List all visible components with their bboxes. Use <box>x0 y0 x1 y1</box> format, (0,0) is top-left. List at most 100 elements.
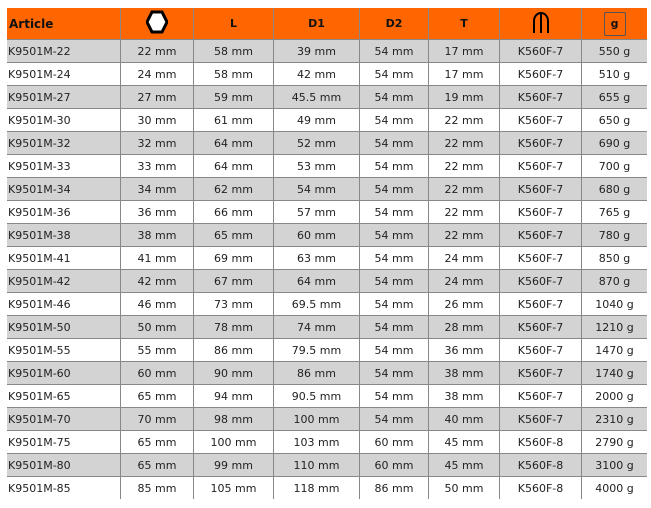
cell-article: K9501M-70 <box>7 407 121 431</box>
cell-T: 45 mm <box>428 453 500 477</box>
cell-weight: 655 g <box>581 85 647 109</box>
cell-L: 59 mm <box>193 85 274 109</box>
cell-D2: 54 mm <box>359 85 429 109</box>
cell-D2: 60 mm <box>359 430 429 454</box>
cell-adapter: K560F-7 <box>499 223 582 247</box>
cell-weight: 1040 g <box>581 292 647 316</box>
cell-D2: 54 mm <box>359 108 429 132</box>
cell-L: 78 mm <box>193 315 274 339</box>
cell-article: K9501M-36 <box>7 200 121 224</box>
cell-T: 38 mm <box>428 384 500 408</box>
cell-adapter: K560F-7 <box>499 269 582 293</box>
cell-D1: 74 mm <box>273 315 360 339</box>
cell-size: 34 mm <box>120 177 194 201</box>
cell-T: 26 mm <box>428 292 500 316</box>
cell-T: 22 mm <box>428 108 500 132</box>
cell-article: K9501M-32 <box>7 131 121 155</box>
cell-adapter: K560F-7 <box>499 407 582 431</box>
cell-T: 22 mm <box>428 154 500 178</box>
cell-D2: 54 mm <box>359 62 429 86</box>
cell-weight: 870 g <box>581 269 647 293</box>
table-row: K9501M-70 70 mm 98 mm 100 mm 54 mm 40 mm K560F… <box>7 407 647 431</box>
table-row: K9501M-36 36 mm 66 mm 57 mm 54 mm 22 mm K560F-… <box>7 200 647 224</box>
cell-size: 22 mm <box>120 39 194 63</box>
cell-D2: 54 mm <box>359 384 429 408</box>
cell-D2: 54 mm <box>359 200 429 224</box>
header-row: Article L D1 D2 T g <box>7 8 647 40</box>
cell-T: 38 mm <box>428 361 500 385</box>
product-spec-table: Article L D1 D2 T g K9501M-22 22 mm 58 mm 3… <box>7 8 647 499</box>
cell-L: 100 mm <box>193 430 274 454</box>
table-row: K9501M-46 46 mm 73 mm 69.5 mm 54 mm 26 mm K560… <box>7 292 647 316</box>
cell-D1: 57 mm <box>273 200 360 224</box>
table-row: K9501M-34 34 mm 62 mm 54 mm 54 mm 22 mm K560F-… <box>7 177 647 201</box>
cell-D2: 54 mm <box>359 177 429 201</box>
cell-weight: 780 g <box>581 223 647 247</box>
cell-D1: 79.5 mm <box>273 338 360 362</box>
cell-D1: 54 mm <box>273 177 360 201</box>
cell-weight: 2000 g <box>581 384 647 408</box>
cell-size: 70 mm <box>120 407 194 431</box>
cell-weight: 1740 g <box>581 361 647 385</box>
cell-D2: 54 mm <box>359 338 429 362</box>
cell-adapter: K560F-7 <box>499 39 582 63</box>
cell-weight: 3100 g <box>581 453 647 477</box>
table-row: K9501M-24 24 mm 58 mm 42 mm 54 mm 17 mm K560F-… <box>7 62 647 86</box>
cell-article: K9501M-22 <box>7 39 121 63</box>
cell-L: 99 mm <box>193 453 274 477</box>
cell-L: 67 mm <box>193 269 274 293</box>
header-weight: g <box>581 8 647 40</box>
cell-size: 24 mm <box>120 62 194 86</box>
cell-D2: 54 mm <box>359 154 429 178</box>
cell-D1: 64 mm <box>273 269 360 293</box>
cell-adapter: K560F-7 <box>499 315 582 339</box>
cell-size: 32 mm <box>120 131 194 155</box>
cell-adapter: K560F-7 <box>499 292 582 316</box>
table-row: K9501M-65 65 mm 94 mm 90.5 mm 54 mm 38 mm K560… <box>7 384 647 408</box>
cell-T: 22 mm <box>428 223 500 247</box>
cell-weight: 1210 g <box>581 315 647 339</box>
cell-D1: 60 mm <box>273 223 360 247</box>
cell-D2: 54 mm <box>359 223 429 247</box>
cell-D1: 42 mm <box>273 62 360 86</box>
cell-article: K9501M-42 <box>7 269 121 293</box>
cell-size: 30 mm <box>120 108 194 132</box>
cell-L: 66 mm <box>193 200 274 224</box>
cell-size: 50 mm <box>120 315 194 339</box>
cell-adapter: K560F-7 <box>499 154 582 178</box>
cell-size: 55 mm <box>120 338 194 362</box>
cell-adapter: K560F-7 <box>499 246 582 270</box>
cell-size: 27 mm <box>120 85 194 109</box>
hexagon-icon <box>145 10 169 34</box>
cell-D1: 53 mm <box>273 154 360 178</box>
cell-adapter: K560F-7 <box>499 62 582 86</box>
cell-T: 36 mm <box>428 338 500 362</box>
weight-icon: g <box>603 11 626 36</box>
cell-weight: 850 g <box>581 246 647 270</box>
table-row: K9501M-50 50 mm 78 mm 74 mm 54 mm 28 mm K560F-… <box>7 315 647 339</box>
cell-article: K9501M-41 <box>7 246 121 270</box>
table-row: K9501M-42 42 mm 67 mm 64 mm 54 mm 24 mm K560F-… <box>7 269 647 293</box>
table-row: K9501M-80 65 mm 99 mm 110 mm 60 mm 45 mm K560F… <box>7 453 647 477</box>
cell-weight: 510 g <box>581 62 647 86</box>
header-article: Article <box>7 8 121 40</box>
cell-article: K9501M-80 <box>7 453 121 477</box>
cell-adapter: K560F-7 <box>499 338 582 362</box>
cell-article: K9501M-85 <box>7 476 121 499</box>
table-row: K9501M-75 65 mm 100 mm 103 mm 60 mm 45 mm K560… <box>7 430 647 454</box>
cell-article: K9501M-46 <box>7 292 121 316</box>
cell-D2: 54 mm <box>359 39 429 63</box>
cell-adapter: K560F-8 <box>499 453 582 477</box>
cell-article: K9501M-27 <box>7 85 121 109</box>
cell-adapter: K560F-8 <box>499 430 582 454</box>
header-T: T <box>428 8 500 40</box>
cell-L: 73 mm <box>193 292 274 316</box>
cell-D1: 118 mm <box>273 476 360 499</box>
cell-T: 19 mm <box>428 85 500 109</box>
cell-D1: 103 mm <box>273 430 360 454</box>
square-drive-adapter-icon <box>532 12 549 33</box>
cell-size: 42 mm <box>120 269 194 293</box>
cell-article: K9501M-75 <box>7 430 121 454</box>
cell-D1: 110 mm <box>273 453 360 477</box>
cell-weight: 1470 g <box>581 338 647 362</box>
